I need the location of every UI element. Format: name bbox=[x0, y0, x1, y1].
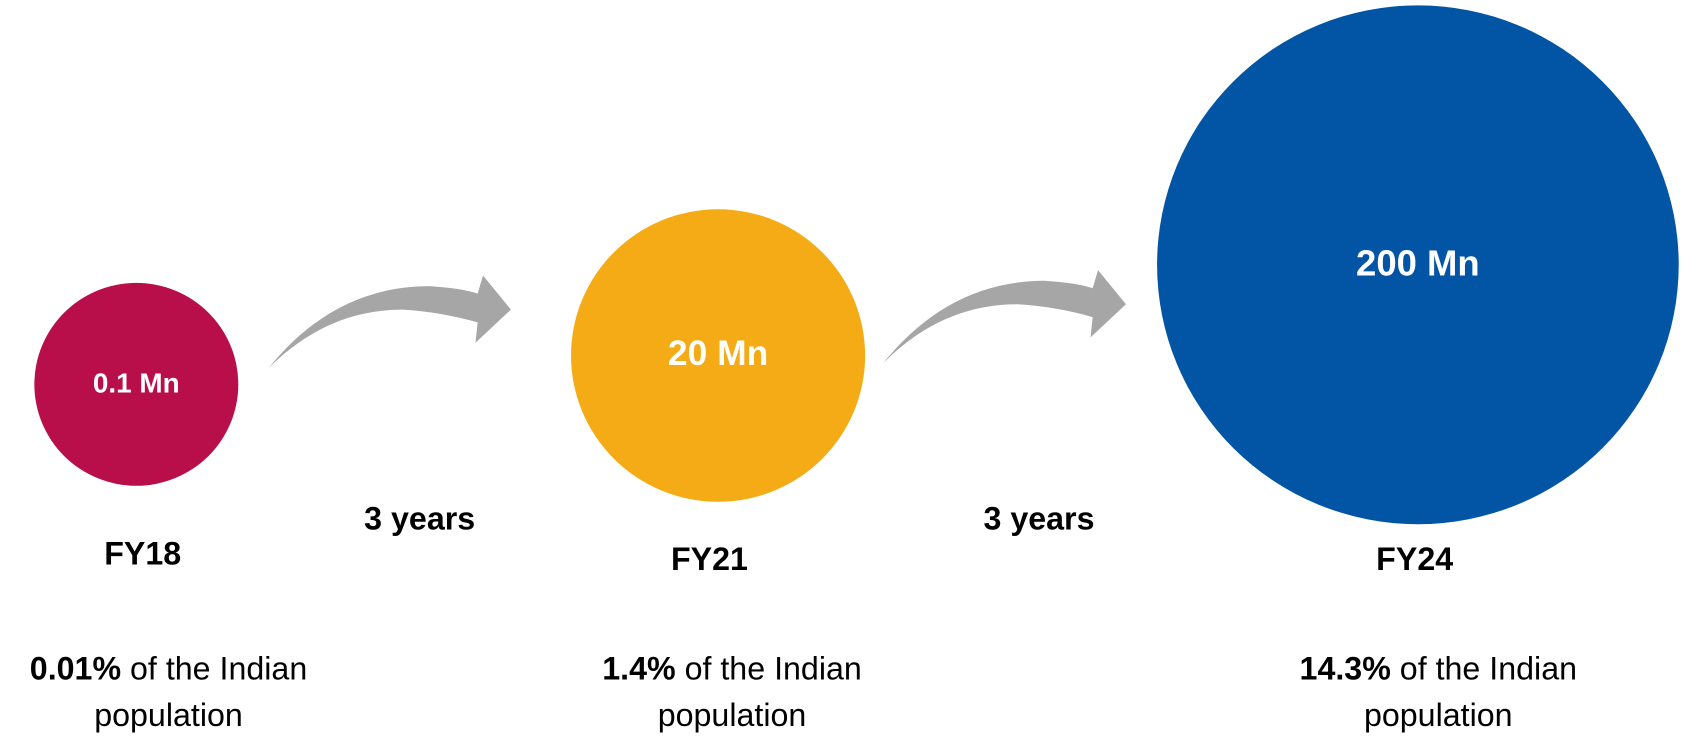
arrow bbox=[268, 270, 1126, 369]
year-label: FY18 bbox=[104, 536, 181, 572]
circle-fy18 bbox=[34, 282, 239, 486]
share-value: 14.3% bbox=[1300, 651, 1391, 687]
share-value: 0.01% bbox=[30, 651, 121, 687]
share-line: population bbox=[1364, 697, 1513, 733]
share-line: 1.4% of the Indian bbox=[602, 651, 862, 687]
share-line: 0.01% of the Indian bbox=[30, 651, 307, 687]
year-label: FY24 bbox=[1376, 541, 1453, 577]
share-text: of the Indian bbox=[1400, 651, 1577, 687]
share-text: of the Indian bbox=[130, 651, 307, 687]
value-label: 0.1 Mn bbox=[93, 368, 180, 399]
circle-fy21 bbox=[571, 209, 866, 502]
share-text: of the Indian bbox=[685, 651, 862, 687]
value-label: 20 Mn bbox=[668, 334, 768, 373]
arrow-label: 3 years bbox=[364, 501, 475, 537]
share-line: 14.3% of the Indian bbox=[1300, 651, 1577, 687]
share-value: 1.4% bbox=[602, 651, 675, 687]
year-label: FY21 bbox=[671, 541, 748, 577]
arrow-shape bbox=[268, 275, 511, 369]
share-line: population bbox=[658, 697, 807, 733]
circle-fy24 bbox=[1157, 5, 1679, 525]
share-line: population bbox=[94, 697, 243, 733]
value-label: 200 Mn bbox=[1356, 243, 1480, 284]
arrow-shape bbox=[883, 270, 1126, 363]
arrow-label: 3 years bbox=[983, 501, 1094, 537]
